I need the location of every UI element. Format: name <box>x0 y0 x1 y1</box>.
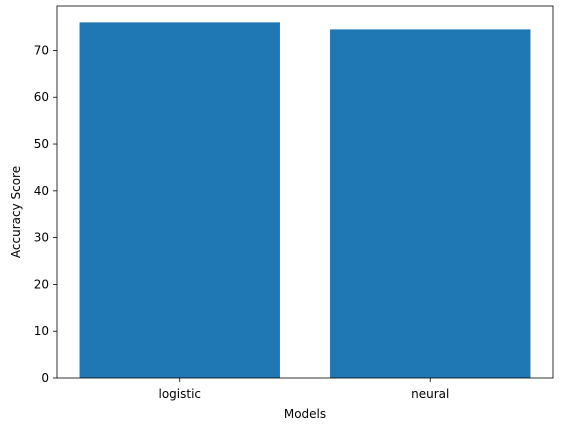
y-tick-label: 40 <box>34 184 49 198</box>
y-tick-label: 70 <box>34 43 49 57</box>
y-tick-label: 0 <box>41 371 49 385</box>
y-tick-label: 20 <box>34 277 49 291</box>
x-tick-label: logistic <box>158 387 201 401</box>
plot-frame <box>56 5 554 379</box>
bars-group <box>79 22 531 379</box>
y-tick-label: 30 <box>34 231 49 245</box>
x-axis-label: Models <box>284 407 326 421</box>
y-axis-ticks: 0 10 20 30 40 50 60 70 <box>34 43 57 385</box>
bar-logistic <box>79 22 280 379</box>
y-tick-label: 50 <box>34 137 49 151</box>
bar-neural <box>330 29 531 378</box>
axes-spines <box>56 5 554 379</box>
y-axis-label: Accuracy Score <box>9 166 23 258</box>
y-tick-label: 10 <box>34 324 49 338</box>
y-tick-label: 60 <box>34 90 49 104</box>
x-axis-ticks: logistic neural <box>158 378 449 401</box>
x-tick-label: neural <box>411 387 449 401</box>
